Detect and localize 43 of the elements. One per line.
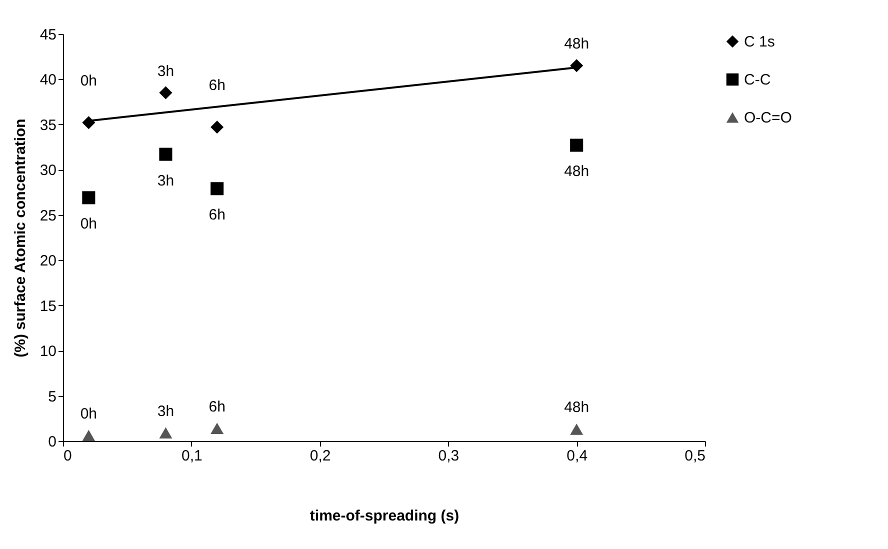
- point: [159, 86, 172, 100]
- y-tick-label: 45: [40, 26, 56, 44]
- annotation: 0h: [80, 72, 98, 90]
- point: [210, 120, 224, 134]
- point: [210, 422, 224, 434]
- annotation: 3h: [157, 172, 174, 190]
- annotation: 48h: [564, 399, 590, 416]
- legend-label: C 1s: [744, 34, 775, 50]
- x-axis-title: time-of-spreading (s): [310, 508, 460, 524]
- point: [82, 430, 96, 442]
- x-tick-label: 0,2: [310, 448, 331, 464]
- y-tick-label: 25: [40, 207, 56, 224]
- point: [82, 191, 96, 204]
- point: [159, 427, 172, 439]
- y-tick-label: 5: [48, 388, 56, 406]
- annotation: 3h: [157, 62, 174, 80]
- legend-label: O-C=O: [744, 110, 792, 126]
- x-tick-label: 0,4: [566, 448, 588, 464]
- annotation: 3h: [157, 402, 174, 420]
- y-tick-label: 15: [40, 298, 56, 315]
- legend-label: C-C: [744, 72, 771, 88]
- x-tick-label: 0,3: [438, 448, 460, 464]
- y-axis-title: (%) surface Atomic concentration: [12, 118, 29, 358]
- annotation: 0h: [80, 216, 98, 233]
- point: [570, 424, 584, 435]
- x-tick-label: 0,1: [181, 448, 202, 464]
- annotation: 6h: [208, 77, 226, 94]
- y-tick-label: 30: [40, 162, 56, 180]
- y-tick-label: 40: [40, 72, 56, 89]
- y-tick-label: 35: [40, 116, 56, 134]
- point: [159, 148, 172, 161]
- x-tick-label: 0,5: [684, 448, 706, 464]
- point: [570, 138, 584, 152]
- annotation: 0h: [80, 406, 98, 423]
- annotation: 48h: [564, 163, 590, 180]
- annotation: 48h: [564, 36, 590, 53]
- point: [210, 182, 224, 196]
- x-tick-label: 0: [64, 448, 72, 464]
- y-tick-label: 0: [48, 434, 56, 450]
- annotation: 6h: [208, 398, 226, 416]
- y-tick-label: 20: [40, 252, 56, 270]
- y-tick-label: 10: [40, 343, 56, 360]
- annotation: 6h: [208, 206, 226, 224]
